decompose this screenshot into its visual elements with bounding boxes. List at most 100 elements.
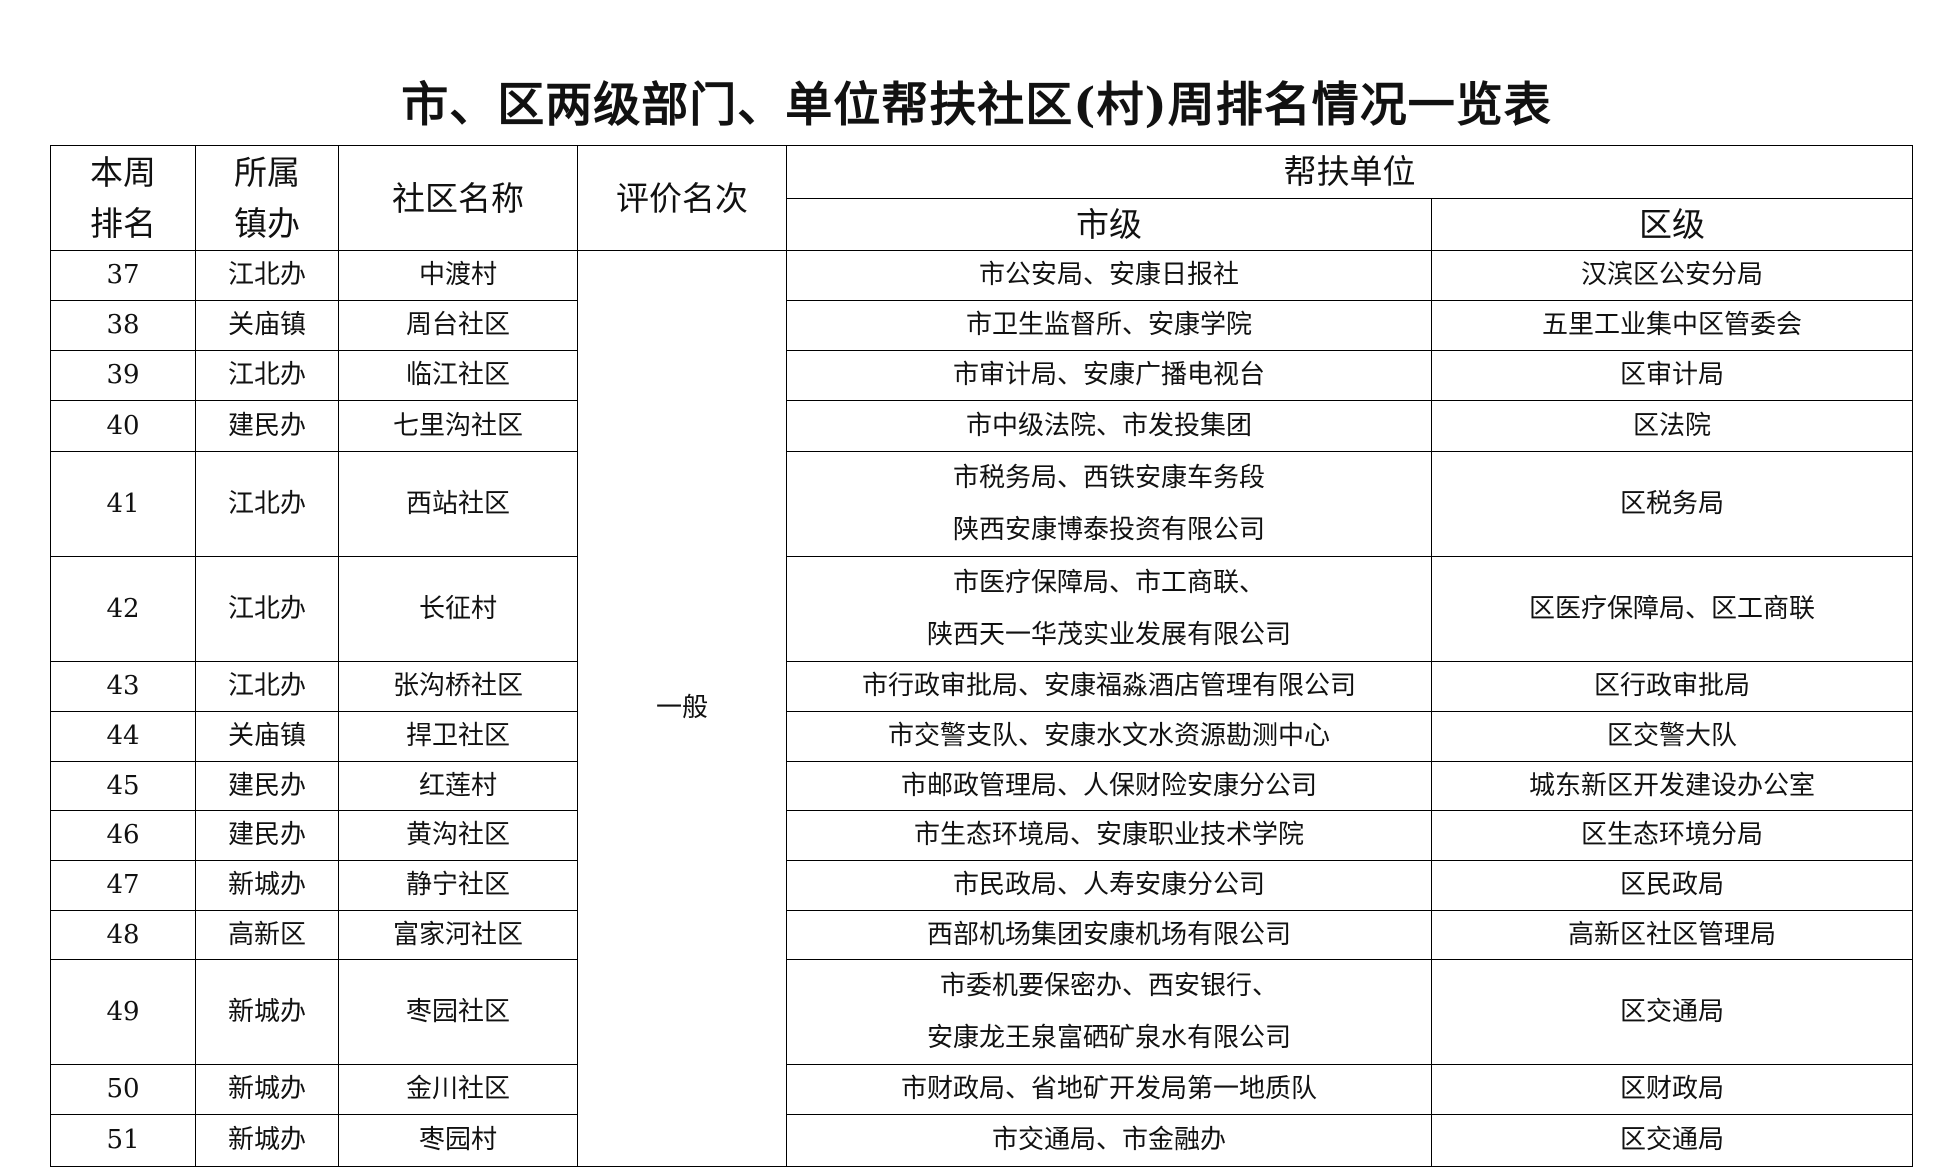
community-cell: 捍卫社区 — [338, 711, 578, 763]
rank-cell: 46 — [50, 810, 196, 862]
community-cell: 临江社区 — [338, 350, 578, 402]
city-support-cell: 市交通局、市金融办 — [786, 1114, 1432, 1168]
city-unit-line: 市交通局、市金融办 — [991, 1125, 1226, 1156]
rank-cell: 41 — [50, 451, 196, 558]
rank-cell: 37 — [50, 250, 196, 302]
district-support-cell: 区交警大队 — [1431, 711, 1913, 763]
rank-cell: 44 — [50, 711, 196, 763]
ranking-table: 本周 排名 所属 镇办 社区名称 评价名次 帮扶单位 市级 区级 37 江北办 中渡村一… — [50, 144, 1913, 1168]
city-support-cell: 市公安局、安康日报社 — [786, 250, 1432, 302]
city-unit-line: 陕西安康博泰投资有限公司 — [952, 515, 1265, 546]
city-unit-line: 市公安局、安康日报社 — [978, 260, 1239, 291]
table-row: 45 建民办 红莲村 市邮政管理局、人保财险安康分公司 城东新区开发建设办公室 — [50, 761, 1913, 812]
city-unit-line: 市邮政管理局、人保财险安康分公司 — [900, 770, 1317, 801]
table-row: 51 新城办 枣园村 市交通局、市金融办 区交通局 — [50, 1114, 1913, 1168]
header-town-line2: 镇办 — [234, 204, 300, 244]
table-row: 48 高新区 富家河社区 西部机场集团安康机场有限公司 高新区社区管理局 — [50, 910, 1913, 961]
rank-cell: 45 — [50, 761, 196, 812]
rank-cell: 51 — [50, 1114, 196, 1168]
rank-cell: 50 — [50, 1064, 196, 1116]
city-support-cell: 市税务局、西铁安康车务段 陕西安康博泰投资有限公司 — [786, 451, 1432, 558]
district-support-cell: 区交通局 — [1431, 1114, 1913, 1168]
city-support-cell: 市医疗保障局、市工商联、 陕西天一华茂实业发展有限公司 — [786, 556, 1432, 663]
table-row: 38 关庙镇 周台社区 市卫生监督所、安康学院 五里工业集中区管委会 — [50, 300, 1913, 352]
town-cell: 江北办 — [195, 451, 339, 558]
table-row: 50 新城办 金川社区 市财政局、省地矿开发局第一地质队 区财政局 — [50, 1064, 1913, 1116]
city-unit-line: 市交警支队、安康水文水资源勘测中心 — [887, 721, 1330, 752]
table-row: 41 江北办 西站社区 市税务局、西铁安康车务段 陕西安康博泰投资有限公司 区税务局 — [50, 451, 1913, 558]
header-city: 市级 — [786, 197, 1432, 252]
city-support-cell: 市生态环境局、安康职业技术学院 — [786, 810, 1432, 862]
rank-cell: 40 — [50, 400, 196, 453]
table-row: 43 江北办 张沟桥社区 市行政审批局、安康福淼酒店管理有限公司 区行政审批局 — [50, 661, 1913, 713]
city-unit-line: 市税务局、西铁安康车务段 — [952, 463, 1265, 494]
town-cell: 新城办 — [195, 1064, 339, 1116]
district-support-cell: 区审计局 — [1431, 350, 1913, 402]
town-cell: 江北办 — [195, 661, 339, 713]
community-cell: 黄沟社区 — [338, 810, 578, 862]
community-cell: 枣园村 — [338, 1114, 578, 1168]
city-unit-line: 市审计局、安康广播电视台 — [952, 360, 1265, 391]
community-cell: 长征村 — [338, 556, 578, 663]
town-cell: 建民办 — [195, 761, 339, 812]
community-cell: 金川社区 — [338, 1064, 578, 1116]
town-cell: 关庙镇 — [195, 300, 339, 352]
table-row: 40 建民办 七里沟社区 市中级法院、市发投集团 区法院 — [50, 400, 1913, 453]
table-row: 37 江北办 中渡村 一般 市公安局、安康日报社 汉滨区公安分局 — [50, 250, 1913, 1168]
header-district: 区级 — [1431, 197, 1913, 252]
header-rank-line2: 排名 — [90, 204, 156, 244]
district-support-cell: 高新区社区管理局 — [1431, 910, 1913, 961]
town-cell: 新城办 — [195, 959, 339, 1066]
city-unit-line: 市财政局、省地矿开发局第一地质队 — [900, 1074, 1317, 1105]
district-support-cell: 区民政局 — [1431, 860, 1913, 912]
district-support-cell: 区交通局 — [1431, 959, 1913, 1066]
rank-cell: 39 — [50, 350, 196, 402]
district-support-cell: 区生态环境分局 — [1431, 810, 1913, 862]
header-evaluation: 评价名次 — [577, 144, 787, 252]
district-support-cell: 城东新区开发建设办公室 — [1431, 761, 1913, 812]
rank-cell: 42 — [50, 556, 196, 663]
city-support-cell: 市交警支队、安康水文水资源勘测中心 — [786, 711, 1432, 763]
evaluation-cell: 一般 — [577, 250, 787, 1168]
header-town-line1: 所属 — [234, 152, 300, 192]
city-unit-line: 西部机场集团安康机场有限公司 — [926, 919, 1291, 950]
table-row: 42 江北办 长征村 市医疗保障局、市工商联、 陕西天一华茂实业发展有限公司 区医疗保障局… — [50, 556, 1913, 663]
rank-cell: 43 — [50, 661, 196, 713]
city-unit-line: 市委机要保密办、西安银行、 — [939, 971, 1278, 1002]
town-cell: 建民办 — [195, 400, 339, 453]
table-row: 44 关庙镇 捍卫社区 市交警支队、安康水文水资源勘测中心 区交警大队 — [50, 711, 1913, 763]
city-support-cell: 市行政审批局、安康福淼酒店管理有限公司 — [786, 661, 1432, 713]
city-support-cell: 市财政局、省地矿开发局第一地质队 — [786, 1064, 1432, 1116]
city-unit-line: 市卫生监督所、安康学院 — [965, 310, 1252, 341]
city-support-cell: 市民政局、人寿安康分公司 — [786, 860, 1432, 912]
rank-cell: 38 — [50, 300, 196, 352]
city-unit-line: 市民政局、人寿安康分公司 — [952, 870, 1265, 901]
district-support-cell: 区财政局 — [1431, 1064, 1913, 1116]
rank-cell: 48 — [50, 910, 196, 961]
community-cell: 张沟桥社区 — [338, 661, 578, 713]
town-cell: 新城办 — [195, 1114, 339, 1168]
town-cell: 江北办 — [195, 250, 339, 302]
city-support-cell: 市邮政管理局、人保财险安康分公司 — [786, 761, 1432, 812]
town-cell: 江北办 — [195, 556, 339, 663]
town-cell: 建民办 — [195, 810, 339, 862]
community-cell: 富家河社区 — [338, 910, 578, 961]
city-unit-line: 市行政审批局、安康福淼酒店管理有限公司 — [861, 671, 1356, 702]
district-support-cell: 汉滨区公安分局 — [1431, 250, 1913, 302]
page-title: 市、区两级部门、单位帮扶社区(村)周排名情况一览表 — [401, 78, 1552, 133]
town-cell: 新城办 — [195, 860, 339, 912]
district-support-cell: 区税务局 — [1431, 451, 1913, 558]
header-rank: 本周 排名 — [50, 144, 196, 252]
city-unit-line: 市中级法院、市发投集团 — [965, 410, 1252, 441]
community-cell: 静宁社区 — [338, 860, 578, 912]
district-support-cell: 五里工业集中区管委会 — [1431, 300, 1913, 352]
community-cell: 枣园社区 — [338, 959, 578, 1066]
community-cell: 周台社区 — [338, 300, 578, 352]
city-support-cell: 市中级法院、市发投集团 — [786, 400, 1432, 453]
community-cell: 七里沟社区 — [338, 400, 578, 453]
table-row: 39 江北办 临江社区 市审计局、安康广播电视台 区审计局 — [50, 350, 1913, 402]
table-row: 49 新城办 枣园社区 市委机要保密办、西安银行、 安康龙王泉富硒矿泉水有限公司 区交通局 — [50, 959, 1913, 1066]
city-unit-line: 市医疗保障局、市工商联、 — [952, 568, 1265, 599]
header-community: 社区名称 — [338, 144, 578, 252]
city-unit-line: 陕西天一华茂实业发展有限公司 — [926, 620, 1291, 651]
